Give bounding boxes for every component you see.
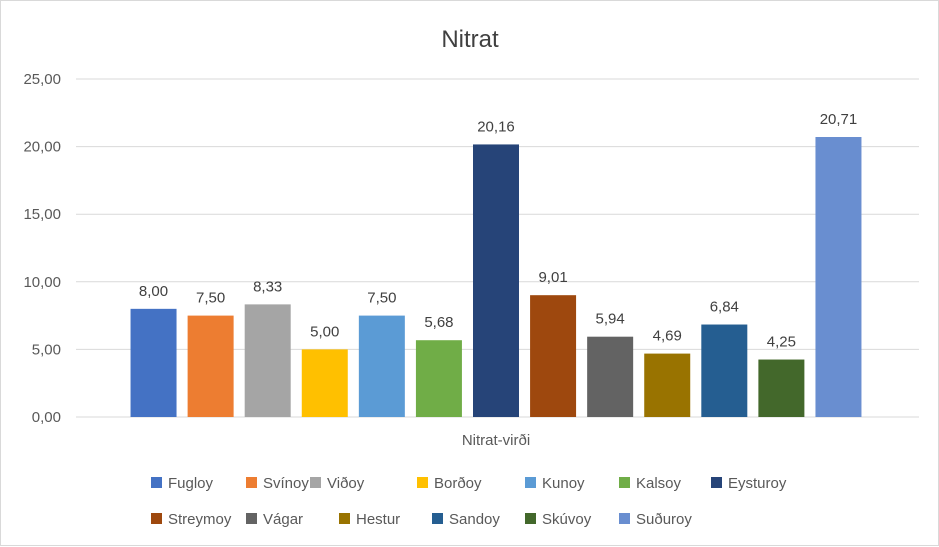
legend-label: Svínoy	[263, 475, 309, 492]
legend-swatch	[151, 477, 162, 488]
legend-item: Skúvoy	[525, 511, 592, 528]
legend-item: Svínoy	[246, 475, 309, 492]
legend-label: Borðoy	[434, 475, 482, 492]
y-tick-label: 5,00	[32, 341, 61, 358]
data-label: 5,68	[424, 314, 453, 331]
legend-label: Kunoy	[542, 475, 585, 492]
bar-13	[815, 137, 862, 417]
legend-label: Vágar	[263, 511, 303, 528]
legend-item: Suðuroy	[619, 511, 692, 528]
legend-swatch	[619, 477, 630, 488]
bar-11	[701, 324, 748, 417]
legend-swatch	[246, 477, 257, 488]
legend-swatch	[432, 513, 443, 524]
legend-label: Kalsoy	[636, 475, 682, 492]
legend-label: Sandoy	[449, 511, 500, 528]
legend-swatch	[525, 477, 536, 488]
bar-8	[530, 295, 577, 417]
legend-swatch	[151, 513, 162, 524]
data-label: 8,00	[139, 283, 168, 300]
legend-label: Skúvoy	[542, 511, 592, 528]
y-tick-label: 25,00	[23, 71, 61, 88]
data-labels: 8,00 7,50 8,33 5,00 7,50 5,68 20,16 9,01 5,94 4,6…	[139, 111, 857, 351]
x-axis-label: Nitrat-virði	[462, 432, 530, 449]
legend-swatch	[525, 513, 536, 524]
bar-2	[187, 315, 234, 417]
data-label: 20,71	[820, 111, 858, 128]
data-label: 7,50	[367, 290, 396, 307]
legend-label: Eysturoy	[728, 475, 787, 492]
bar-3	[244, 304, 291, 417]
bar-12	[758, 359, 805, 417]
legend-item: Kalsoy	[619, 475, 682, 492]
legend-item: Hestur	[339, 511, 400, 528]
data-label: 8,33	[253, 278, 282, 295]
legend-item: Vágar	[246, 511, 303, 528]
data-label: 9,01	[538, 269, 567, 286]
bar-1	[130, 308, 177, 417]
legend-label: Streymoy	[168, 511, 232, 528]
legend-label: Viðoy	[327, 475, 365, 492]
y-tick-label: 20,00	[23, 139, 61, 156]
data-label: 5,94	[596, 311, 625, 328]
bar-9	[587, 336, 634, 417]
data-label: 5,00	[310, 323, 339, 340]
bar-6	[415, 340, 462, 417]
legend: Fugloy Svínoy Viðoy Borðoy Kunoy Kalsoy Eystur…	[151, 475, 787, 528]
legend-item: Sandoy	[432, 511, 500, 528]
legend-swatch	[711, 477, 722, 488]
y-tick-label: 0,00	[32, 409, 61, 426]
bar-7	[473, 144, 519, 417]
bar-5	[358, 315, 405, 417]
legend-item: Viðoy	[310, 475, 365, 492]
legend-item: Borðoy	[417, 475, 482, 492]
y-axis-tick-labels: 0,00 5,00 10,00 15,00 20,00 25,00	[23, 71, 61, 426]
legend-item: Eysturoy	[711, 475, 787, 492]
data-label: 20,16	[477, 118, 515, 135]
y-tick-label: 10,00	[23, 274, 61, 291]
legend-swatch	[619, 513, 630, 524]
legend-item: Fugloy	[151, 475, 214, 492]
legend-item: Streymoy	[151, 511, 232, 528]
data-label: 4,25	[767, 334, 796, 351]
bars	[130, 137, 862, 417]
legend-label: Hestur	[356, 511, 400, 528]
data-label: 7,50	[196, 290, 225, 307]
legend-swatch	[417, 477, 428, 488]
legend-swatch	[246, 513, 257, 524]
legend-swatch	[339, 513, 350, 524]
legend-label: Fugloy	[168, 475, 214, 492]
legend-label: Suðuroy	[636, 511, 692, 528]
data-label: 6,84	[710, 299, 739, 316]
bar-4	[301, 349, 348, 417]
y-tick-label: 15,00	[23, 206, 61, 223]
bar-10	[644, 353, 691, 417]
legend-swatch	[310, 477, 321, 488]
chart-title: Nitrat	[441, 26, 499, 53]
data-label: 4,69	[653, 328, 682, 345]
legend-item: Kunoy	[525, 475, 585, 492]
